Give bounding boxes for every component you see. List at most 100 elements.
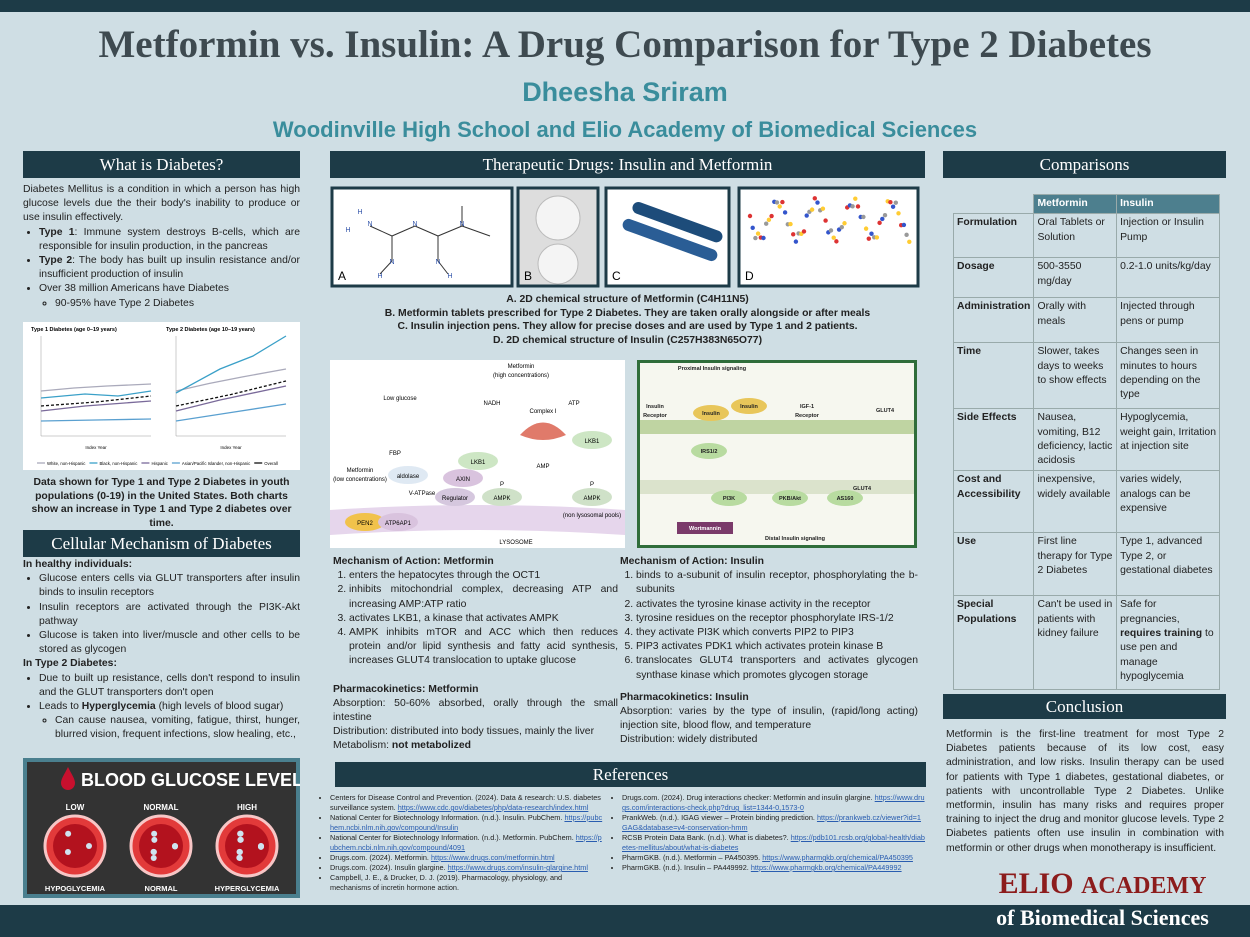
molecule-atom [874, 235, 880, 240]
list: enters the hepatocytes through the OCT1 i… [333, 569, 618, 668]
bold-text: Hyperglycemia [81, 701, 156, 713]
image-letter: A [338, 269, 346, 283]
diagram-label: ATP6AP1 [385, 521, 412, 527]
bold-text: requires training [1120, 628, 1203, 640]
diagram-label: aldolase [397, 474, 420, 480]
diagram-label: Receptor [795, 413, 820, 419]
text: (high levels of blood sugar) [155, 701, 284, 713]
paragraph: Distribution: distributed into body tiss… [333, 725, 618, 739]
reference-url: https://pubchem.ncbi.nlm.nih.gov/compoun… [330, 833, 602, 852]
text: 500-3550 mg/day [1037, 261, 1082, 287]
text: Leads to [39, 701, 82, 713]
molecule-atom [809, 207, 815, 212]
molecule-atom [904, 232, 909, 238]
text: Can't be used in patients with kidney fa… [1037, 599, 1113, 640]
bold-text: not metabolized [391, 740, 471, 752]
reference: PharmGKB. (n.d.). Insulin – PA449992. ht… [622, 863, 925, 873]
legend-label: Black, non-Hispanic [99, 461, 138, 466]
image-letter: D [745, 269, 754, 283]
text: Safe for pregnancies, [1120, 599, 1180, 625]
school: Woodinville High School and Elio Academy… [272, 117, 978, 142]
diagram-label: FBP [389, 451, 401, 457]
list-item: activates the tyrosine kinase activity i… [636, 598, 918, 612]
diabetes-text: Diabetes Mellitus is a condition in whic… [23, 183, 300, 311]
row-label: Dosage [952, 257, 1035, 299]
diagram-label: IGF-1 [800, 404, 814, 410]
insulin-diagram: Proximal Insulin signaling Insulin Recepto… [637, 360, 917, 548]
table-row: Dosage 500-3550 mg/day 0.2-1.0 units/kg/da… [952, 257, 1220, 299]
level-circle-inner [225, 824, 269, 868]
caption-line: C. Insulin injection pens. They allow fo… [397, 321, 858, 332]
curve [40, 395, 152, 407]
molecule-atom [788, 221, 793, 227]
curve [175, 403, 287, 422]
reference-url: https://www.pharmgkb.org/chemical/PA4503… [762, 853, 913, 862]
text: translocates GLUT4 transporters and acti… [636, 655, 918, 681]
pen [632, 201, 723, 243]
sub-list: 90-95% have Type 2 Diabetes [39, 297, 300, 311]
reference: RCSB Protein Data Bank. (n.d.). What is … [622, 833, 925, 853]
text: enters the hepatocytes through the OCT1 [349, 570, 541, 582]
bond [379, 260, 393, 275]
atom-label: H [345, 227, 350, 234]
atom-label: H [377, 273, 382, 280]
bold-text: Type 1 [39, 226, 75, 238]
pen [622, 218, 718, 262]
list-item: activates LKB1, a kinase that activates … [349, 612, 618, 626]
glucose-dot [64, 849, 71, 856]
molecule-atom [820, 206, 826, 211]
diagram-label: P [500, 482, 504, 488]
drop-icon [61, 767, 75, 790]
curve [175, 385, 287, 412]
text: binds to a-subunit of insulin receptor, … [636, 570, 918, 596]
protein-shape [827, 490, 863, 506]
text: inexpensive, widely available [1037, 474, 1111, 500]
section-header: Conclusion [943, 694, 1226, 719]
molecule-atom [823, 218, 828, 223]
image-letter: B [524, 269, 532, 283]
title: Metformin vs. Insulin: A Drug Comparison… [98, 23, 1152, 66]
cell: Hypoglycemia, weight gain, Irritation at… [1116, 408, 1220, 472]
diagram-bg [640, 363, 914, 545]
logo: ELIO ACADEMY [975, 868, 1230, 902]
text: Orally with meals [1037, 301, 1086, 327]
cell: Oral Tablets or Solution [1033, 213, 1118, 259]
diagram-label: PEN2 [357, 521, 373, 527]
curve [40, 400, 152, 412]
blood-glucose-image: BLOOD GLUCOSE LEVELS LOW HYPOGLYCEMIA NORMA… [23, 758, 300, 898]
level-caption: HYPERGLYCEMIA [215, 884, 280, 893]
text: Glucose enters cells via GLUT transporte… [39, 573, 300, 599]
row-label: Use [952, 532, 1035, 597]
text: Changes seen in minutes to hours dependi… [1120, 346, 1201, 401]
reference-text: PharmGKB. (n.d.). Metformin – PA450395. [622, 853, 763, 862]
molecule-atom [828, 228, 834, 233]
glucose-dot [236, 848, 243, 855]
reference: PharmGKB. (n.d.). Metformin – PA450395. … [622, 853, 925, 863]
figure-title: Type 2 Diabetes (age 10–19 years) [166, 327, 255, 333]
molecule-atom [866, 236, 871, 241]
level-caption: NORMAL [145, 884, 178, 893]
reference: Drugs.com. (2024). Metformin. https://ww… [330, 853, 604, 863]
list-item: Type 1: Immune system destroys B-cells, … [39, 226, 300, 254]
list: Glucose enters cells via GLUT transporte… [23, 572, 300, 657]
level-circle-inner [53, 824, 97, 868]
caption-line: D. 2D chemical structure of Insulin (C25… [492, 334, 763, 346]
inhibitor-box [677, 522, 733, 534]
reference-list: Centers for Disease Control and Preventi… [318, 793, 604, 893]
reference-text: PrankWeb. (n.d.). IGAG viewer – Protein … [622, 813, 817, 822]
reference-text: Campbell, J. E., & Drucker, D. J. (2019)… [330, 873, 563, 892]
diagram-label: Complex I [529, 409, 556, 415]
cell: Orally with meals [1033, 297, 1118, 344]
diagram-label: Proximal Insulin signaling [678, 366, 746, 372]
column-header: Metformin [1033, 193, 1118, 215]
protein-shape [345, 513, 385, 531]
glucose-dot [236, 854, 243, 861]
list: binds to a-subunit of insulin receptor, … [620, 569, 918, 683]
image-letter: C [612, 269, 621, 283]
sub-heading: Mechanism of Action: Insulin [620, 556, 764, 567]
table-row: Special Populations Can't be used in pati… [952, 595, 1220, 691]
curve [175, 380, 287, 407]
molecule-atom [753, 235, 758, 241]
molecule-atom [793, 239, 799, 244]
